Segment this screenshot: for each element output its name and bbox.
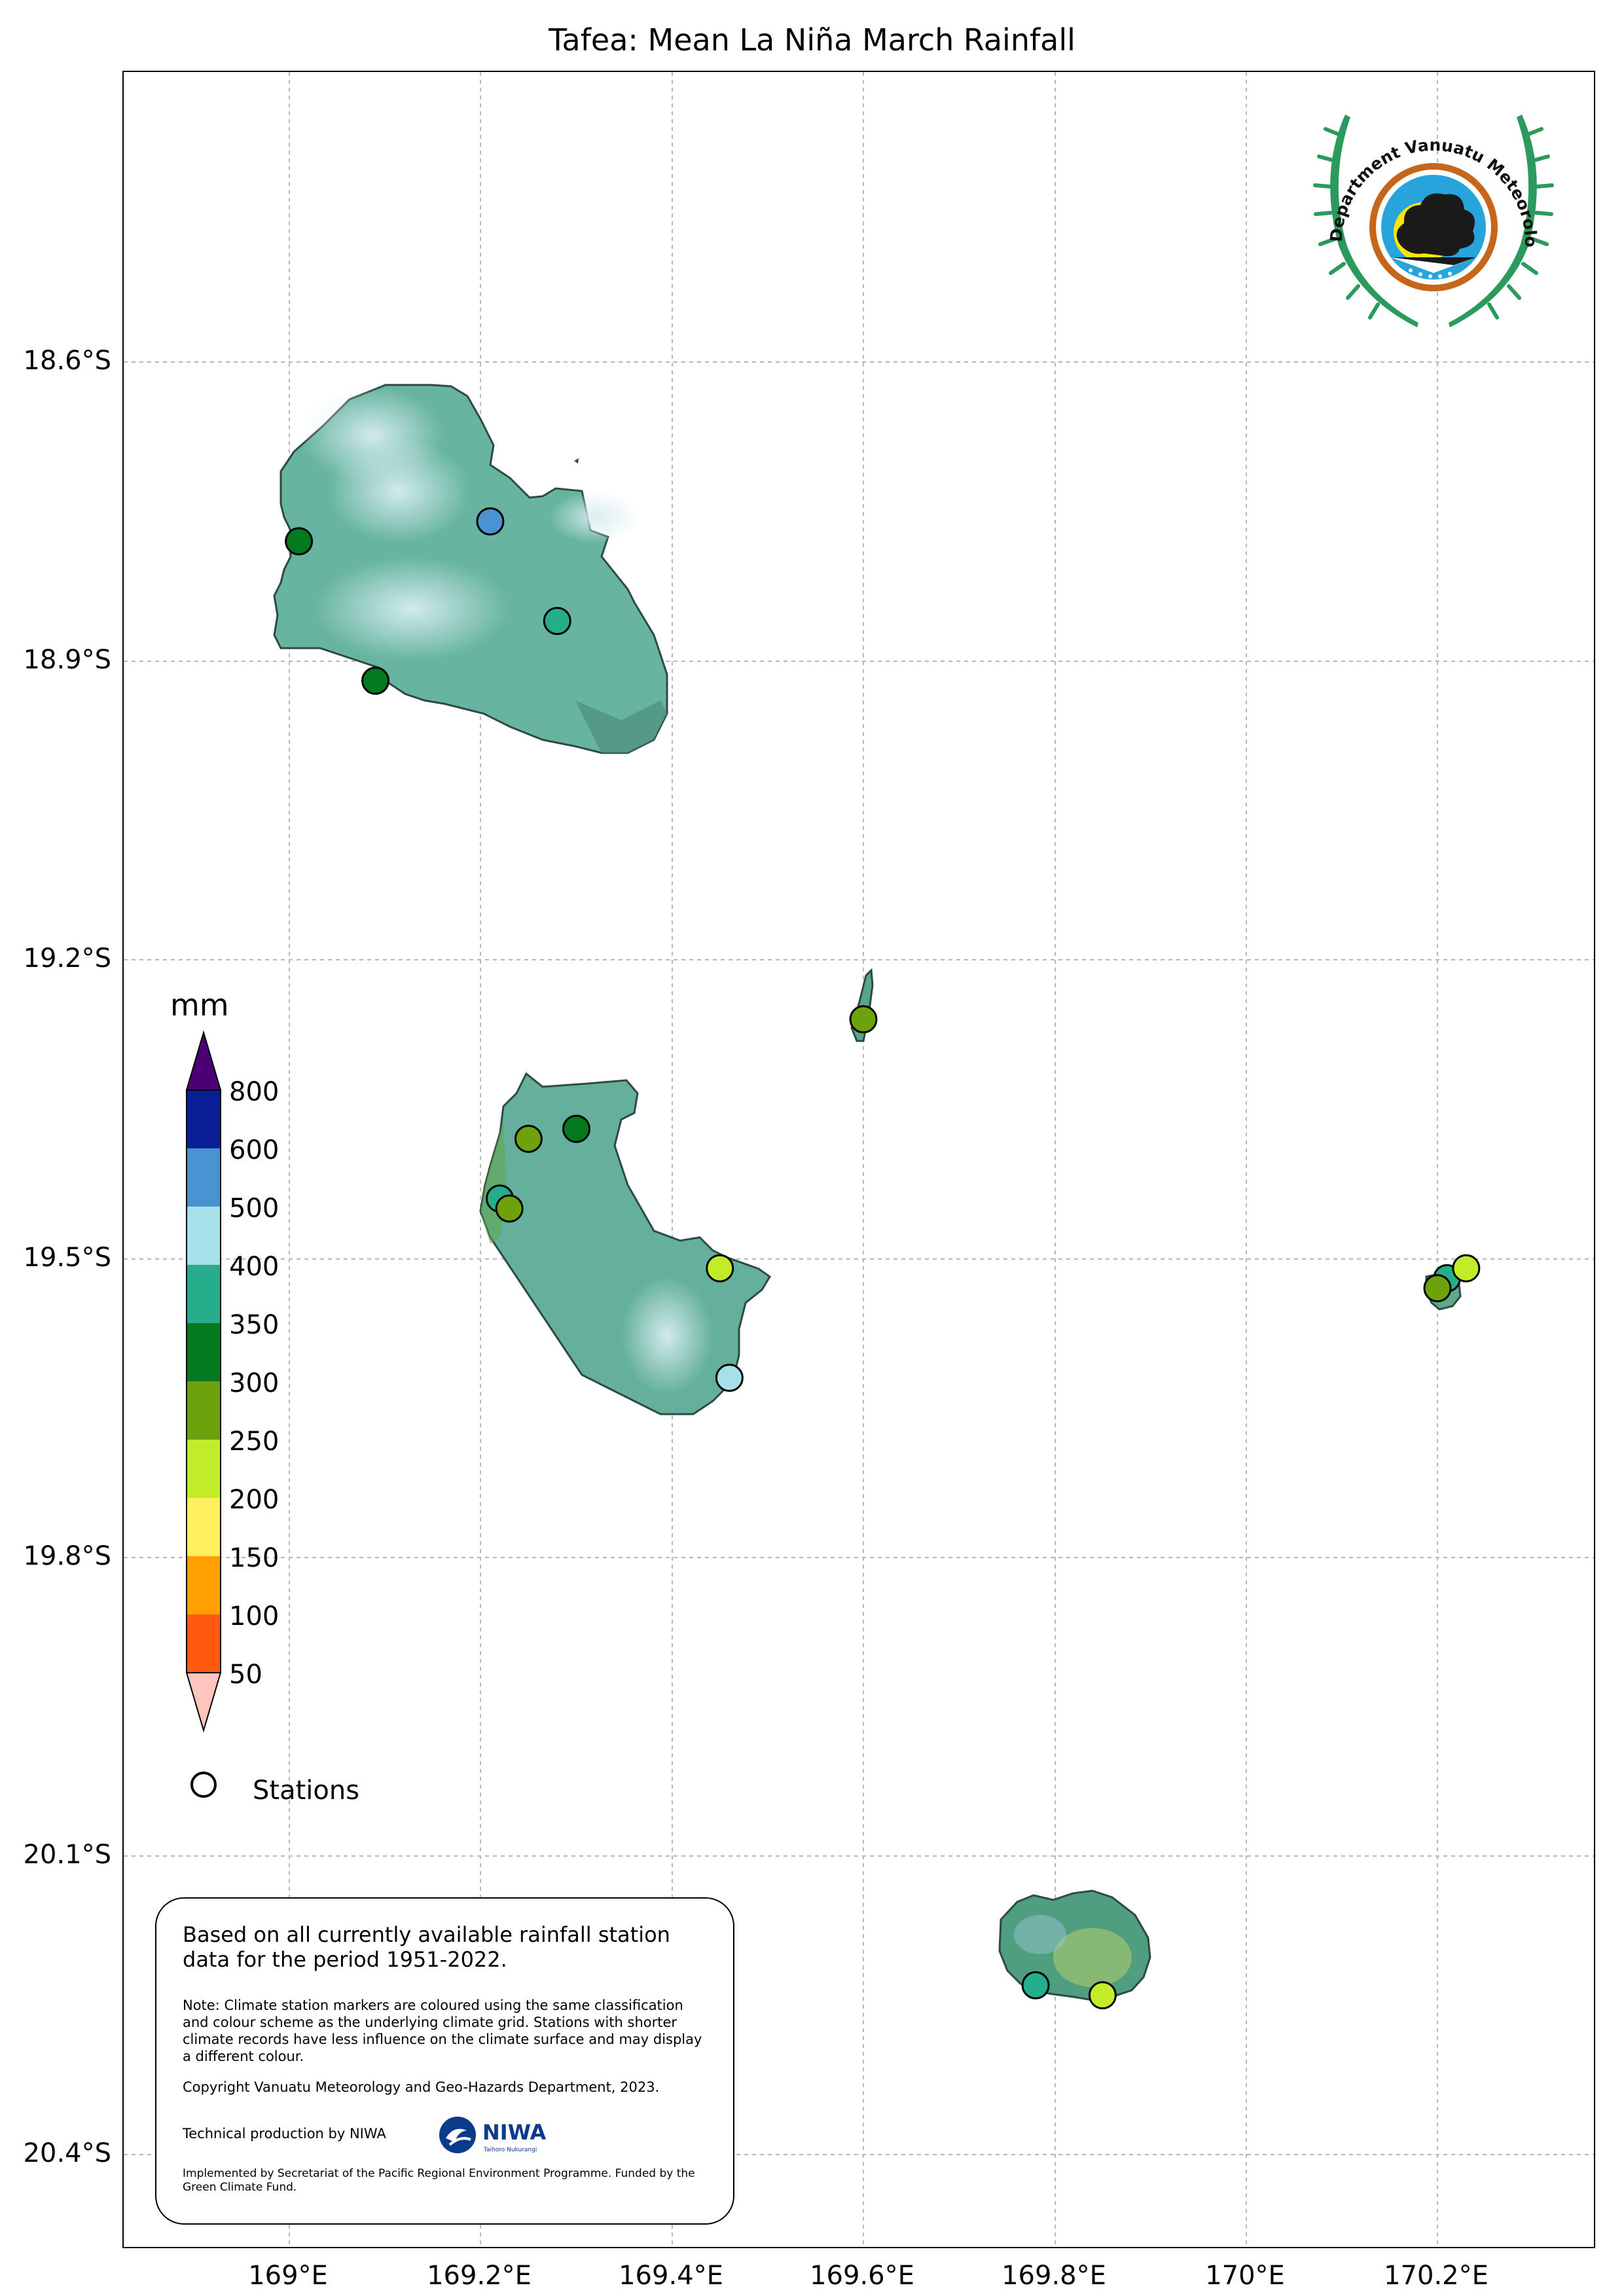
lat-label-20.1: 20.1°S [23,1840,111,1870]
colorbar-band-5 [187,1323,221,1381]
niwa-logo-text: NIWA [482,2120,547,2145]
station-marker-erromango-1 [476,507,505,536]
station-marker-tanna-5 [514,1124,543,1153]
station-marker-tanna-8 [495,1194,524,1223]
lon-label-169.4: 169.4°E [619,2261,723,2291]
station-marker-aniwa-4 [849,1005,878,1034]
station-marker-tanna-10 [715,1364,744,1393]
stations-legend-label: Stations [253,1776,360,1806]
colorbar-outline [186,1089,221,1673]
colorbar-band-10 [187,1614,221,1673]
lon-label-170: 170°E [1205,2261,1285,2291]
colorbar-band-3 [187,1207,221,1265]
lat-label-19.5: 19.5°S [23,1243,111,1273]
station-marker-erromango-0 [285,527,314,556]
laurel-wreath-icon [1313,115,1554,327]
colorbar-label-400: 400 [229,1252,280,1282]
island-tanna [479,1072,772,1415]
colorbar-band-1 [187,1090,221,1148]
colorbar-band-2 [187,1148,221,1207]
stars-icon [1409,268,1452,278]
map-title: Tafea: Mean La Niña March Rainfall [549,22,1075,58]
colorbar-label-100: 100 [229,1601,280,1631]
station-marker-aneityum-15 [1088,1981,1117,2010]
colorbar-label-150: 150 [229,1543,280,1573]
island-erromango [273,384,668,754]
info-technical-text: Technical production by NIWA [183,2126,386,2141]
lon-label-169.6: 169.6°E [810,2261,914,2291]
station-marker-futuna-12 [1452,1254,1481,1283]
station-marker-futuna-13 [1423,1274,1452,1303]
stations-legend-marker [190,1772,217,1798]
colorbar-label-200: 200 [229,1485,280,1515]
colorbar-unit: mm [170,987,229,1023]
colorbar [185,1030,222,1733]
colorbar-band-8 [187,1498,221,1556]
lat-label-20.4: 20.4°S [23,2138,111,2168]
colorbar-label-500: 500 [229,1194,280,1224]
info-main-text: Based on all currently available rainfal… [183,1922,670,1972]
niwa-logo-subtext: Taihoro Nukurangi [483,2147,537,2153]
colorbar-band-9 [187,1556,221,1614]
vmgd-logo: Department Vanuatu Meteorology and Geo-H… [1293,101,1554,327]
lon-label-170.2: 170.2°E [1384,2261,1489,2291]
lat-label-18.9: 18.9°S [23,645,111,675]
station-marker-erromango-3 [361,666,390,695]
map-frame [122,71,1595,2248]
station-marker-aneityum-14 [1021,1971,1050,1999]
lon-label-169: 169°E [248,2261,328,2291]
lat-label-19.2: 19.2°S [23,943,111,974]
colorbar-label-300: 300 [229,1368,280,1398]
cloud-icon [1396,193,1475,257]
colorbar-band-7 [187,1440,221,1498]
colorbar-extend-top [185,1030,222,1091]
info-box: Based on all currently available rainfal… [155,1897,734,2225]
lon-label-169.2: 169.2°E [427,2261,532,2291]
colorbar-label-600: 600 [229,1135,280,1165]
lat-label-19.8: 19.8°S [23,1541,111,1571]
colorbar-label-250: 250 [229,1427,280,1457]
info-copyright-text: Copyright Vanuatu Meteorology and Geo-Ha… [183,2079,660,2095]
station-marker-erromango-2 [543,606,571,635]
station-marker-tanna-9 [706,1254,734,1283]
colorbar-label-50: 50 [229,1660,262,1690]
colorbar-label-350: 350 [229,1310,280,1340]
colorbar-band-6 [187,1381,221,1440]
colorbar-band-4 [187,1265,221,1323]
station-marker-tanna-6 [562,1114,590,1143]
colorbar-label-800: 800 [229,1077,280,1107]
islet-erromango-northeast [574,458,579,464]
colorbar-extend-bottom [185,1672,222,1733]
info-note-text: Note: Climate station markers are colour… [183,1997,702,2064]
island-aneityum [998,1889,1151,2001]
lon-label-169.8: 169.8°E [1001,2261,1106,2291]
niwa-logo: NIWA Taihoro Nukurangi [439,2117,547,2153]
stations-layer [285,507,1481,2010]
lat-label-18.6: 18.6°S [23,346,111,376]
info-implemented-text: Implemented by Secretariat of the Pacifi… [183,2167,695,2194]
